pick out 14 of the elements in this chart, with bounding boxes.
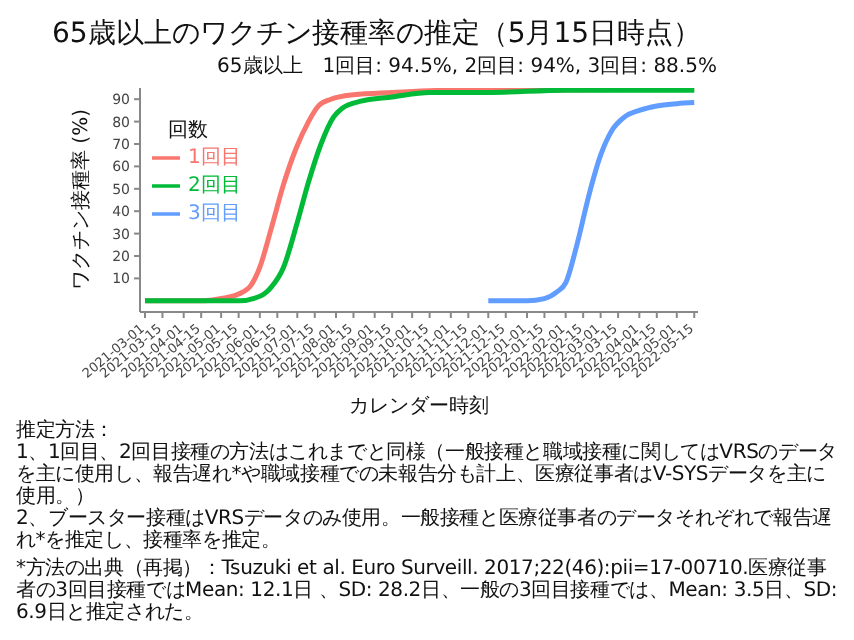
legend-label: 1回目 — [188, 147, 241, 170]
line-series — [485, 100, 697, 304]
text: 1、1回目、2回目接種の方法はこれまでと同様（一般接種と職域接種に関してはVRSのデータを主に使用し、報告遅れ*や職域接種での未報告分も計上、医療従事者はV-SYSデータを主に使用。） — [16, 442, 838, 508]
legend-title: 回数 — [168, 118, 208, 144]
chart-subtitle: 65歳以上 1回目: 94.5%, 2回目: 94%, 3回目: 88.5% — [215, 54, 719, 80]
line-series — [142, 88, 697, 304]
text: *方法の出典（再掲）：Tsuzuki et al. Euro Surveill. 2017;22(46):pii=17-00710.医療従事者の3回目接種ではMean: 12.1日 、SD: 28.2日、一般の3回目接種では、Mean: 3.5日、SD: 6.9日と推定された。 — [16, 558, 838, 624]
y-axis-title: ワクチン接種率 (%) — [69, 108, 94, 290]
chart-title: 65歳以上のワクチン接種率の推定（5月15日時点） — [52, 16, 704, 54]
text: 2、ブースター接種はVRSデータのみ使用。一般接種と医療従事者のデータそれぞれで報告遅れ*を推定し、接種率を推定。 — [16, 508, 834, 552]
legend-label: 2回目 — [188, 175, 241, 198]
legend-label: 3回目 — [188, 203, 241, 226]
text: 推定方法： — [16, 420, 117, 442]
x-axis-title: カレンダー時刻 — [349, 394, 489, 418]
